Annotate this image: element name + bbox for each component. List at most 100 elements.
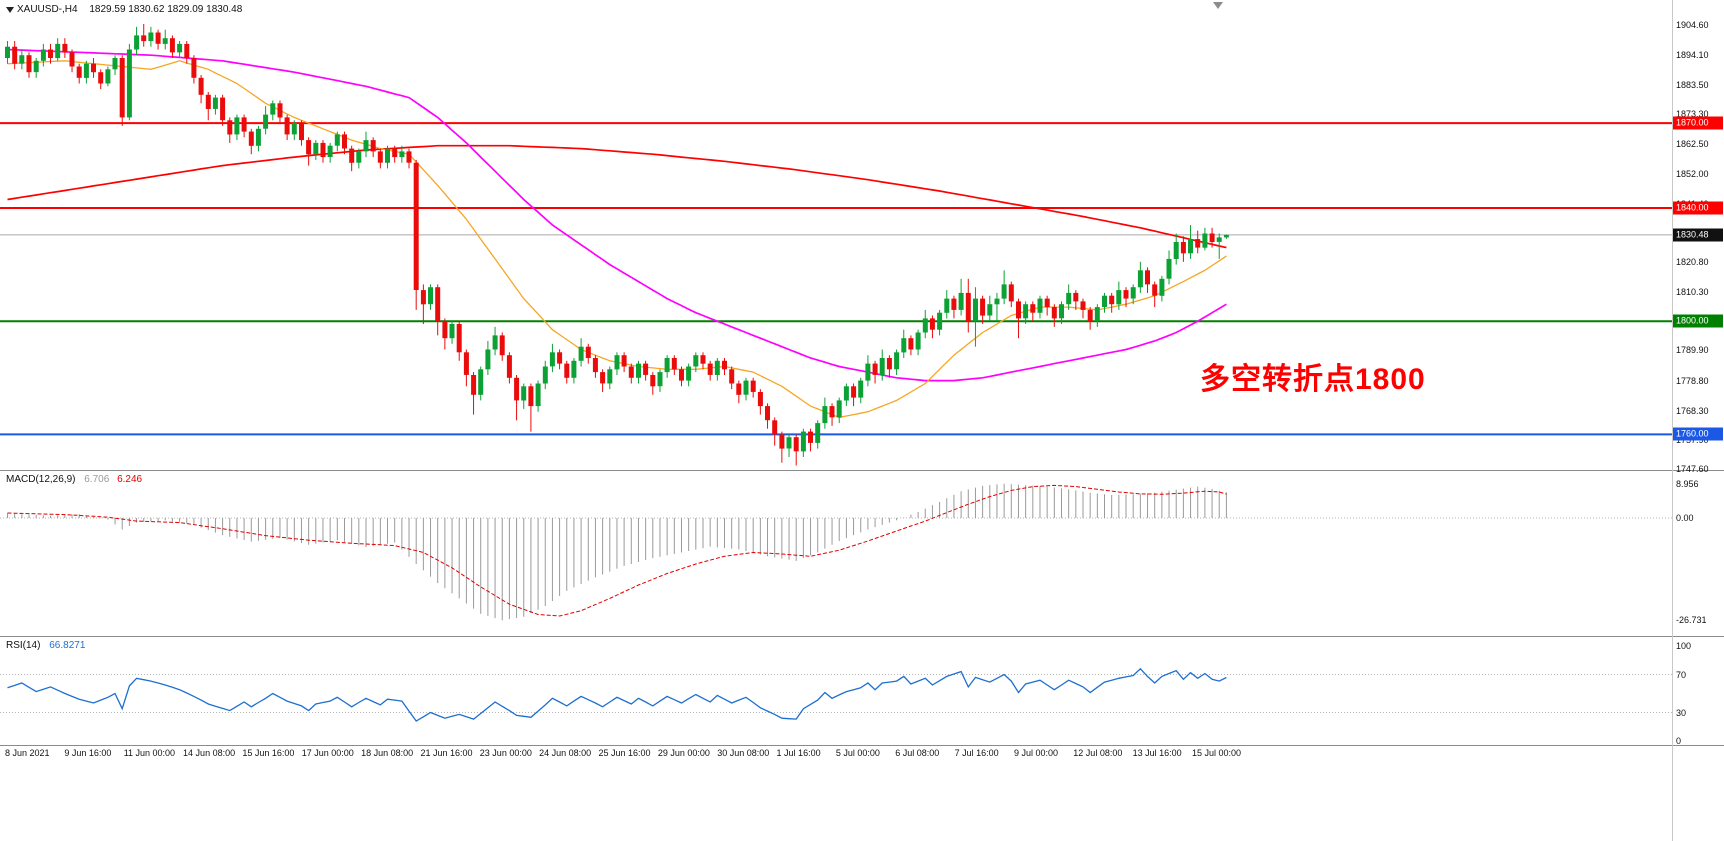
candle-body [829,406,835,418]
candle-body [793,437,799,452]
panel-divider-macd-rsi[interactable] [0,636,1724,637]
candle-body [671,358,677,370]
time-axis-label: 13 Jul 16:00 [1132,748,1182,758]
candle-body [1209,233,1215,242]
candle-body [19,55,25,64]
candle-body [435,287,441,322]
candle-body [399,151,405,158]
time-axis-label: 15 Jun 16:00 [242,748,295,758]
candle-body [485,349,491,370]
one-click-trading-icon[interactable] [6,7,14,13]
candle-body [592,358,598,373]
candle-body [851,386,857,398]
candle-body [614,355,620,370]
candle-body [392,148,398,158]
candle-body [994,298,1000,305]
candle-body [370,140,376,152]
candle-body [277,103,283,118]
candle-body [91,63,96,73]
candle-body [1059,304,1064,319]
macd-name: MACD(12,26,9) [6,474,76,485]
time-axis-label: 9 Jul 00:00 [1013,748,1058,758]
candle-body [765,406,770,421]
rsi-indicator-label: RSI(14) 66.8271 [6,640,85,651]
symbol-period-label: XAUUSD-,H4 [17,4,78,15]
candle-body [76,66,82,78]
time-axis-label: 9 Jun 16:00 [64,748,112,758]
candle-body [1080,301,1086,310]
candle-body [958,292,964,310]
candle-body [270,103,276,115]
candle-body [40,49,46,61]
candle-body [377,151,383,163]
panel-divider-main-macd[interactable] [0,470,1724,471]
candle-body [700,355,706,364]
candle-body [420,290,426,305]
candle-body [55,43,61,59]
time-axis-label: 15 Jul 00:00 [1192,748,1242,758]
candle-body [98,72,104,84]
candle-body [456,324,462,353]
chart-shift-marker-icon[interactable] [1213,2,1223,9]
candle-body [506,355,512,378]
candle-body [1023,304,1029,319]
candle-body [356,151,362,163]
candle-body [26,55,32,73]
candle-body [212,97,218,109]
candle-body [922,318,928,333]
candle-body [248,131,254,146]
candle-body [327,145,333,157]
candle-body [650,375,656,387]
candle-body [385,148,390,163]
candle-body [112,58,118,70]
candle-body [492,335,498,350]
time-axis-label: 11 Jun 00:00 [123,748,176,758]
time-axis-label: 14 Jun 08:00 [183,748,236,758]
candle-body [191,58,197,78]
candle-body [198,77,204,95]
candle-body [707,363,713,375]
candle-body [169,38,175,53]
candle-body [162,38,168,44]
candle-body [908,338,914,350]
moving-average-slow [7,144,1227,249]
candle-body [1216,237,1222,242]
candle-body [987,304,993,316]
candle-body [306,140,312,155]
candle-body [1116,290,1122,305]
candle-body [1180,242,1186,254]
candle-body [822,406,828,424]
candle-body [299,123,304,141]
time-axis-label: 25 Jun 16:00 [598,748,651,758]
candle-body [600,372,606,384]
candle-body [349,148,355,163]
candle-body [1051,307,1057,319]
candle-body [521,386,527,401]
ohlc-values: 1829.59 1830.62 1829.09 1830.48 [89,4,243,15]
candle-body [750,380,756,392]
candle-body [1195,239,1201,248]
candle-body [155,32,161,44]
candle-body [607,369,613,384]
candle-body [406,151,412,163]
candle-body [901,338,907,353]
candle-body [973,298,978,322]
candle-body [184,43,190,59]
time-axis[interactable]: 8 Jun 2021 9 Jun 16:00 11 Jun 00:00 14 Jun … [0,745,1724,767]
candle-body [779,434,785,449]
candle-body [263,114,269,129]
candle-body [757,392,763,407]
macd-indicator-label: MACD(12,26,9) 6.706 6.246 [6,474,142,485]
panel-divider-time-axis[interactable] [0,745,1724,746]
candle-body [514,377,520,401]
candle-body [722,360,727,370]
candle-body [1137,270,1143,288]
candle-body [729,369,735,384]
candle-body [1001,284,1007,299]
candle-body [636,363,641,378]
candle-body [965,292,971,322]
candle-body [1066,292,1072,305]
candle-body [564,363,570,378]
